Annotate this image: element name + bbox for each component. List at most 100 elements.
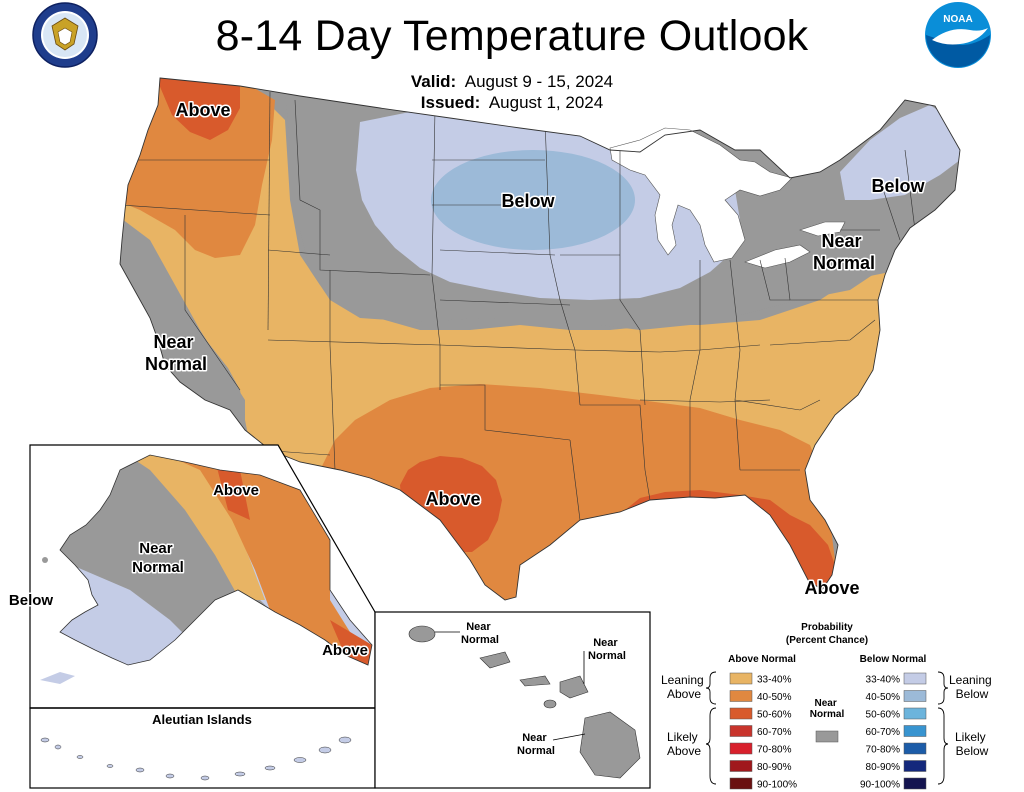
- legend-above-swatch-4: [729, 725, 753, 737]
- label-ak-west-below: Below: [9, 592, 54, 609]
- great-lakes: [609, 127, 793, 263]
- legend-above-swatch-1: [729, 672, 753, 685]
- ak-island-1: [42, 557, 48, 563]
- legend-below-swatch-6: [903, 760, 927, 772]
- legend-below-bin-label-6: 80-90%: [866, 762, 901, 773]
- legend-leaning-above: Leaning Above: [661, 673, 707, 701]
- label-florida-above: Above: [804, 578, 859, 598]
- legend-brace-likely-above: [705, 707, 717, 785]
- label-hi-maui: Near Normal: [588, 637, 626, 662]
- aleutian-islands: [40, 736, 352, 781]
- legend-likely-below: Likely Below: [955, 730, 989, 758]
- label-pnw-above: Above: [175, 100, 230, 120]
- label-hi-kauai-l1: Near: [466, 621, 491, 633]
- label-california-near-normal-l2: Normal: [145, 354, 207, 374]
- label-ak-interior-near-normal-l2: Normal: [132, 559, 184, 576]
- legend-below-swatch-5: [903, 742, 927, 755]
- legend-below-bin-label-5: 70-80%: [866, 745, 901, 756]
- legend-near-normal-l1: Near: [814, 698, 836, 709]
- legend-brace-likely-below: [937, 707, 949, 785]
- legend-above-bin-label-5: 70-80%: [757, 745, 792, 756]
- hawaii-inset: Near Normal Near Normal Near Normal: [374, 611, 651, 789]
- big-island: [579, 711, 641, 779]
- legend-above-bin-label-3: 50-60%: [757, 710, 792, 721]
- legend-above-swatches: 33-40% 40-50% 50-60% 60-70% 70-80% 80-90% 90-1…: [729, 672, 797, 791]
- alaska-above-50-60-south: [330, 620, 372, 665]
- legend-below-swatch-3: [903, 707, 927, 720]
- legend-above-bin-label-6: 80-90%: [757, 762, 792, 773]
- legend-above-swatch-2: [729, 690, 753, 702]
- legend-leaning-below-l1: Leaning: [949, 673, 992, 687]
- legend-above-swatch-3: [729, 707, 753, 720]
- valid-line: Valid: August 9 - 15, 2024: [0, 72, 1024, 92]
- legend-below-swatch-4: [903, 725, 927, 737]
- hawaii-islands: [408, 625, 641, 779]
- legend-above-swatch-7: [729, 777, 753, 790]
- lake-ontario: [799, 221, 846, 237]
- legend-leaning-above-l2: Above: [667, 687, 701, 701]
- legend-leaning-above-l1: Leaning: [661, 673, 704, 687]
- label-hi-kauai-l2: Normal: [461, 634, 499, 646]
- legend-title-line1: Probability: [801, 622, 853, 633]
- conus-leaning-above-region: [120, 90, 920, 500]
- legend-near-normal-swatch: [815, 730, 839, 743]
- label-hi-maui-l2: Normal: [588, 650, 626, 662]
- oahu-island: [479, 651, 511, 669]
- legend-below-swatch-2: [903, 690, 927, 702]
- new-england-leaning-below-region: [840, 105, 960, 200]
- label-northeast-near-normal: Near Normal: [813, 231, 875, 273]
- alaska-outline: [59, 454, 373, 666]
- ak-peninsula-tip: [40, 672, 75, 684]
- legend-below-bin-label-4: 60-70%: [866, 727, 901, 738]
- issued-label: Issued:: [420, 93, 481, 112]
- alaska-inset: Aleutian Islands Above Near Normal Below…: [7, 444, 376, 789]
- legend-below-bin-label-7: 90-100%: [860, 780, 900, 791]
- label-hi-big-island-l2: Normal: [517, 745, 555, 757]
- noaa-logo-icon: NOAA: [925, 2, 991, 68]
- label-northeast-near-normal-l2: Normal: [813, 253, 875, 273]
- legend-below-swatch-7: [903, 777, 927, 790]
- doc-seal-icon: [32, 2, 98, 68]
- label-california-near-normal-l1: Near: [153, 332, 193, 352]
- label-plains-below: Below: [501, 191, 555, 211]
- legend-brace-leaning-above: [705, 671, 717, 705]
- legend-brace-leaning-below: [937, 671, 949, 705]
- label-ak-interior-near-normal: Near Normal: [132, 540, 184, 576]
- north-plains-below-40-50-region: [431, 150, 635, 250]
- legend-likely-below-l1: Likely: [955, 730, 986, 744]
- legend-above-bin-label-2: 40-50%: [757, 692, 792, 703]
- california-near-normal-region: [120, 230, 250, 445]
- state-boundaries: [120, 91, 916, 521]
- lake-erie: [744, 244, 811, 269]
- label-texas-above: Above: [425, 489, 480, 509]
- label-california-near-normal: Near Normal: [145, 332, 207, 374]
- legend-likely-below-l2: Below: [956, 744, 989, 758]
- kahoolawe-island: [543, 699, 557, 709]
- alaska-leaning-above-region: [120, 455, 265, 600]
- hi-pointer-big-island: [552, 733, 586, 741]
- legend-near-normal-label: Near Normal: [810, 698, 845, 720]
- label-hi-kauai: Near Normal: [461, 621, 499, 646]
- label-hi-big-island-l1: Near: [522, 732, 547, 744]
- label-hi-maui-l1: Near: [593, 637, 618, 649]
- issued-line: Issued: August 1, 2024: [0, 93, 1024, 113]
- legend-above-header: Above Normal: [728, 654, 796, 665]
- noaa-logo-text: NOAA: [943, 14, 972, 25]
- valid-value: August 9 - 15, 2024: [464, 72, 614, 91]
- legend-likely-above-l1: Likely: [667, 730, 698, 744]
- legend-below-header: Below Normal: [860, 654, 927, 665]
- kauai-island: [408, 625, 436, 643]
- alaska-above-50-60-north: [215, 460, 250, 520]
- label-hi-big-island: Near Normal: [517, 732, 555, 757]
- legend: Probability (Percent Chance) Above Norma…: [661, 622, 992, 791]
- legend-leaning-below-l2: Below: [956, 687, 989, 701]
- molokai-island: [519, 675, 551, 687]
- label-northeast-near-normal-l1: Near: [821, 231, 861, 251]
- valid-label: Valid:: [410, 72, 457, 91]
- label-ak-north-above: Above: [213, 482, 259, 499]
- legend-below-swatches: 33-40% 40-50% 50-60% 60-70% 70-80% 80-90% 90-1…: [860, 672, 927, 791]
- legend-below-swatch-1: [903, 672, 927, 685]
- label-ak-south-above: Above: [322, 642, 368, 659]
- legend-likely-above: Likely Above: [667, 730, 701, 758]
